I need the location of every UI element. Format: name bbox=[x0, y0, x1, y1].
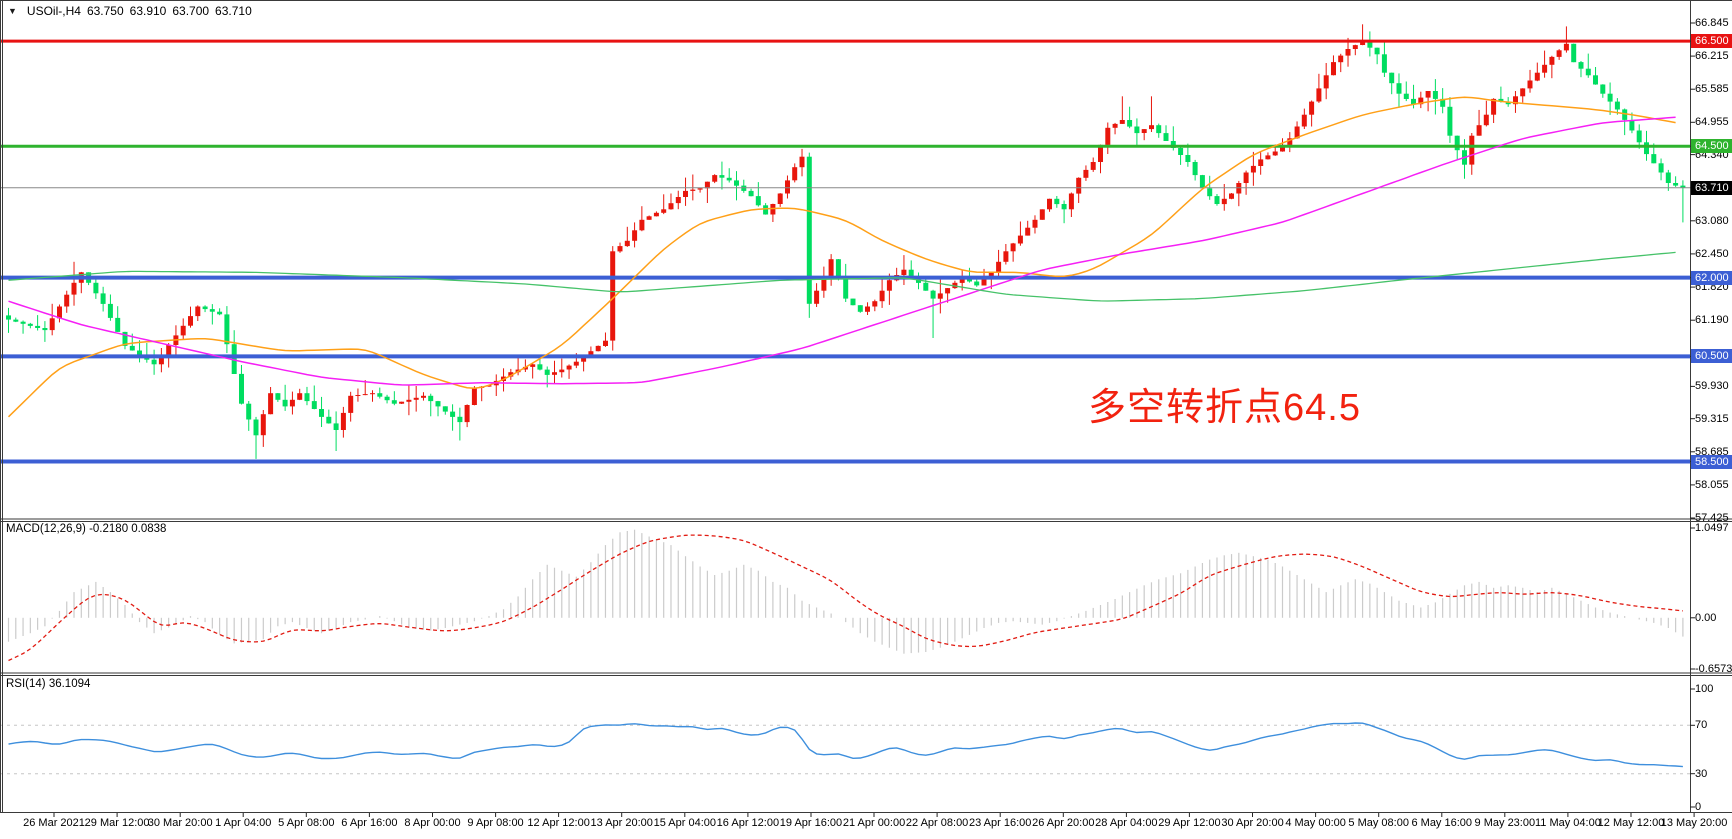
ma-slow-green bbox=[8, 251, 1676, 302]
time-axis-label: 29 Apr 12:00 bbox=[1158, 817, 1221, 829]
price-axis-label: 64.955 bbox=[1695, 116, 1729, 128]
macd-axis-label: -0.6573 bbox=[1695, 663, 1732, 675]
time-axis-label: 5 Apr 08:00 bbox=[278, 817, 335, 829]
candles-group bbox=[6, 24, 1686, 459]
price-axis-label: 62.450 bbox=[1695, 248, 1729, 260]
time-axis-label: 19 Apr 16:00 bbox=[779, 817, 843, 829]
rsi-indicator-label: RSI(14) 36.1094 bbox=[6, 678, 91, 690]
time-axis-label: 8 Apr 00:00 bbox=[404, 817, 461, 829]
time-axis-label: 15 Apr 04:00 bbox=[653, 817, 716, 829]
time-axis-label: 16 Apr 12:00 bbox=[716, 817, 780, 829]
rsi-levels bbox=[0, 724, 1690, 775]
price-axis-label: 65.585 bbox=[1695, 83, 1729, 95]
time-axis-label: 12 May 12:00 bbox=[1597, 817, 1665, 829]
ohlc-close: 63.710 bbox=[215, 4, 252, 18]
symbol-period-label: USOil-,H4 bbox=[26, 4, 81, 18]
macd-signal-line bbox=[8, 534, 1683, 662]
time-axis-label: 11 May 04:00 bbox=[1534, 817, 1601, 829]
ohlc-high: 63.910 bbox=[129, 4, 167, 18]
time-axis-label: 9 May 23:00 bbox=[1474, 817, 1536, 829]
macd-histogram bbox=[7, 529, 1684, 654]
price-level-badge: 66.500 bbox=[1691, 34, 1732, 48]
rsi-axis-label: 30 bbox=[1695, 768, 1708, 780]
time-axis-label: 30 Mar 20:00 bbox=[147, 817, 213, 829]
rsi-line bbox=[8, 722, 1683, 768]
time-axis-label: 30 Apr 20:00 bbox=[1221, 817, 1284, 829]
price-level-badge: 58.500 bbox=[1691, 455, 1732, 469]
price-axis-label: 61.190 bbox=[1695, 314, 1729, 326]
price-axis-label: 59.315 bbox=[1695, 413, 1729, 425]
rsi-axis-label: 70 bbox=[1695, 719, 1708, 731]
price-axis-label: 59.930 bbox=[1695, 380, 1729, 392]
rsi-axis-label: 0 bbox=[1695, 801, 1702, 813]
time-axis-label: 4 May 00:00 bbox=[1285, 817, 1346, 829]
time-axis-label: 21 Apr 00:00 bbox=[842, 817, 906, 829]
axis-ticks bbox=[53, 22, 1695, 817]
chart-menu-icon[interactable]: ▼ bbox=[8, 6, 17, 16]
price-axis-label: 57.425 bbox=[1695, 512, 1729, 524]
price-axis-label: 58.055 bbox=[1695, 479, 1729, 491]
chart-title: ▼ USOil-,H4 63.750 63.910 63.700 63.710 bbox=[8, 4, 252, 18]
annotation-text[interactable]: 多空转折点64.5 bbox=[1088, 387, 1361, 429]
macd-axis-label: 0.00 bbox=[1695, 612, 1717, 624]
macd-axis-label: 1.0497 bbox=[1695, 522, 1729, 534]
price-axis-label: 66.845 bbox=[1695, 17, 1729, 29]
time-axis-label: 23 Apr 16:00 bbox=[968, 817, 1032, 829]
price-level-badge: 62.000 bbox=[1691, 271, 1732, 285]
ohlc-open: 63.750 bbox=[86, 4, 124, 18]
time-axis-label: 6 Apr 16:00 bbox=[341, 817, 398, 829]
ma-fast-orange bbox=[7, 96, 1676, 418]
time-axis-label: 26 Apr 20:00 bbox=[1032, 817, 1095, 829]
price-axis-label: 63.080 bbox=[1695, 215, 1729, 227]
time-axis-label: 9 Apr 08:00 bbox=[467, 817, 524, 829]
time-axis-label: 5 May 08:00 bbox=[1348, 817, 1409, 829]
price-axis-label: 66.215 bbox=[1695, 50, 1729, 62]
time-axis-label: 22 Apr 08:00 bbox=[905, 817, 969, 829]
price-level-badge: 60.500 bbox=[1691, 349, 1732, 363]
rsi-axis-label: 100 bbox=[1695, 683, 1714, 695]
macd-indicator-label: MACD(12,26,9) -0.2180 0.0838 bbox=[6, 523, 167, 535]
time-axis-label: 12 Apr 12:00 bbox=[527, 817, 590, 829]
level-lines bbox=[0, 39, 1690, 464]
time-axis-label: 6 May 16:00 bbox=[1411, 817, 1473, 829]
time-axis-label: 26 Mar 2021 bbox=[23, 817, 85, 829]
panel-borders bbox=[0, 0, 1732, 813]
price-level-badge: 64.500 bbox=[1691, 139, 1732, 153]
time-axis-label: 13 Apr 20:00 bbox=[590, 817, 653, 829]
time-axis-label: 1 Apr 04:00 bbox=[215, 817, 272, 829]
ma-mid-magenta bbox=[8, 116, 1676, 386]
ohlc-low: 63.700 bbox=[172, 4, 210, 18]
current-price-badge: 63.710 bbox=[1691, 181, 1732, 195]
time-axis-label: 13 May 20:00 bbox=[1660, 817, 1728, 829]
time-axis-label: 28 Apr 04:00 bbox=[1095, 817, 1158, 829]
time-axis-label: 29 Mar 12:00 bbox=[84, 817, 150, 829]
